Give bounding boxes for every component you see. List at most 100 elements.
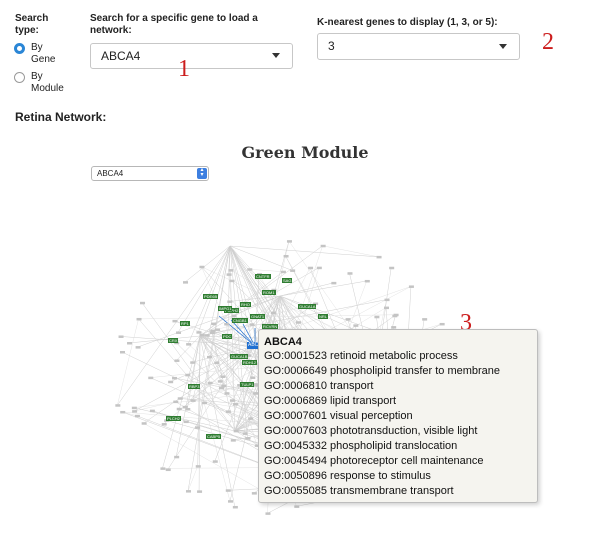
gene-node-label[interactable]: TULP1 xyxy=(240,382,255,387)
network-node xyxy=(345,318,351,321)
gene-node-label[interactable]: GUCA1B xyxy=(230,354,249,359)
network-node xyxy=(172,319,178,323)
network-node xyxy=(290,269,296,272)
gene-node-label[interactable]: CNTFR xyxy=(255,274,271,279)
network-node xyxy=(210,329,216,333)
k-nearest-label: K-nearest genes to display (1, 3, or 5): xyxy=(317,17,498,28)
network-node xyxy=(190,361,196,364)
network-node xyxy=(252,392,258,395)
gene-node-label[interactable]: NRL xyxy=(318,314,329,319)
network-edge xyxy=(141,302,236,432)
network-edge xyxy=(199,245,323,337)
gene-node-label[interactable]: IMPG1 xyxy=(218,306,233,311)
gene-node-label[interactable]: ROM1 xyxy=(262,290,276,295)
network-node xyxy=(294,505,300,508)
gene-node-label[interactable]: CRX xyxy=(168,338,179,343)
network-node xyxy=(283,254,289,258)
network-node xyxy=(207,381,213,385)
network-node xyxy=(141,422,147,425)
network-node xyxy=(149,409,155,413)
network-node xyxy=(176,407,182,411)
radio-by-module-label: By Module xyxy=(31,71,64,94)
network-node xyxy=(246,354,252,357)
gene-node-label[interactable]: RHO xyxy=(240,302,251,307)
module-title: Green Module xyxy=(241,143,369,162)
network-node xyxy=(233,403,239,406)
gene-search-value: ABCA4 xyxy=(101,49,141,63)
network-edge xyxy=(213,295,281,324)
network-edge xyxy=(120,336,256,347)
gene-search-select[interactable]: ABCA4 xyxy=(90,43,293,69)
chevron-down-icon xyxy=(499,44,507,49)
gene-node-label[interactable]: RDH12 xyxy=(242,360,258,365)
gene-node-label[interactable]: CNGB1 xyxy=(232,318,248,323)
tooltip-go-term: GO:0006869 lipid transport xyxy=(264,395,397,407)
network-node xyxy=(376,255,382,259)
tooltip-go-term: GO:0001523 retinoid metabolic process xyxy=(264,350,458,362)
network-edge xyxy=(192,345,256,363)
network-node xyxy=(185,373,191,377)
gene-node-label[interactable]: ABCA4 xyxy=(247,342,266,349)
network-node xyxy=(215,328,221,331)
tooltip-go-term: GO:0006810 transport xyxy=(264,380,374,392)
network-node xyxy=(353,324,359,327)
network-node xyxy=(127,341,133,345)
tooltip-go-term: GO:0050896 response to stimulus xyxy=(264,470,431,482)
gene-node-label[interactable]: GNAT1 xyxy=(250,314,266,319)
network-edge xyxy=(211,332,236,432)
gene-node-label[interactable]: PDE6B xyxy=(203,294,219,299)
network-node xyxy=(391,326,397,329)
radio-by-gene[interactable]: By Gene xyxy=(14,42,84,66)
k-nearest-value: 3 xyxy=(328,39,335,53)
network-edge xyxy=(220,345,256,389)
gene-node-label[interactable]: SAG xyxy=(282,278,293,283)
network-node xyxy=(393,313,399,317)
network-node xyxy=(389,266,395,270)
network-edge xyxy=(322,245,379,258)
tooltip-go-term: GO:0045494 photoreceptor cell maintenanc… xyxy=(264,455,484,467)
radio-by-gene-dot[interactable] xyxy=(14,43,25,54)
network-edge xyxy=(167,295,281,470)
gene-node-label[interactable]: CABP5 xyxy=(206,434,222,439)
network-node xyxy=(183,420,189,424)
network-node xyxy=(204,334,210,337)
network-node xyxy=(249,323,255,326)
network-node xyxy=(286,240,292,243)
network-node xyxy=(224,322,230,326)
network-node xyxy=(229,399,235,402)
network-node xyxy=(232,505,238,509)
network-node xyxy=(254,444,260,447)
network-node xyxy=(174,455,180,459)
search-type-label: Search type: xyxy=(15,13,49,36)
network-node xyxy=(183,281,189,284)
k-nearest-select[interactable]: 3 xyxy=(317,33,520,60)
network-node xyxy=(224,392,230,395)
network-node xyxy=(135,346,141,349)
network-node xyxy=(295,321,301,324)
network-node xyxy=(227,500,233,503)
network-node xyxy=(383,306,389,310)
network-gene-select[interactable]: ABCA4 ▴ ▾ xyxy=(91,166,209,181)
gene-node-label[interactable]: PDC xyxy=(222,334,233,339)
tooltip-go-term: GO:0055085 transmembrane transport xyxy=(264,485,454,497)
network-node xyxy=(161,423,167,426)
gene-tooltip: ABCA4 GO:0001523 retinoid metabolic proc… xyxy=(258,329,538,503)
network-edge xyxy=(216,295,281,363)
network-node xyxy=(168,380,174,384)
network-edge xyxy=(187,245,231,492)
radio-by-module[interactable]: By Module xyxy=(14,71,84,95)
network-edge xyxy=(187,466,198,492)
gene-search-label: Search for a specific gene to load a net… xyxy=(90,13,258,36)
network-node xyxy=(265,512,271,515)
network-node xyxy=(134,414,140,418)
network-edge xyxy=(117,318,139,406)
radio-by-module-dot[interactable] xyxy=(14,72,25,83)
gene-node-label[interactable]: PLCH2 xyxy=(166,416,181,421)
network-node xyxy=(177,397,183,400)
gene-node-label[interactable]: RBP3 xyxy=(188,384,201,389)
network-node xyxy=(165,468,171,472)
gene-node-label[interactable]: RP1 xyxy=(180,321,190,326)
gene-node-label[interactable]: RCVRN xyxy=(262,324,279,329)
highlight-edge xyxy=(230,319,256,347)
gene-node-label[interactable]: GUCA1A xyxy=(298,304,317,309)
